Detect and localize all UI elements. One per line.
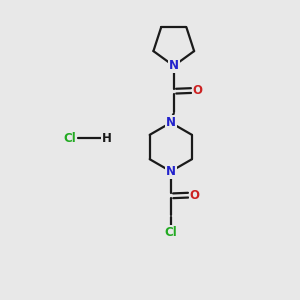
Text: Cl: Cl [164,226,177,239]
Text: Cl: Cl [63,132,76,145]
Text: O: O [193,84,202,97]
Text: N: N [169,59,179,72]
Text: O: O [190,189,200,202]
Text: H: H [102,132,112,145]
Text: N: N [166,116,176,129]
Text: N: N [166,165,176,178]
